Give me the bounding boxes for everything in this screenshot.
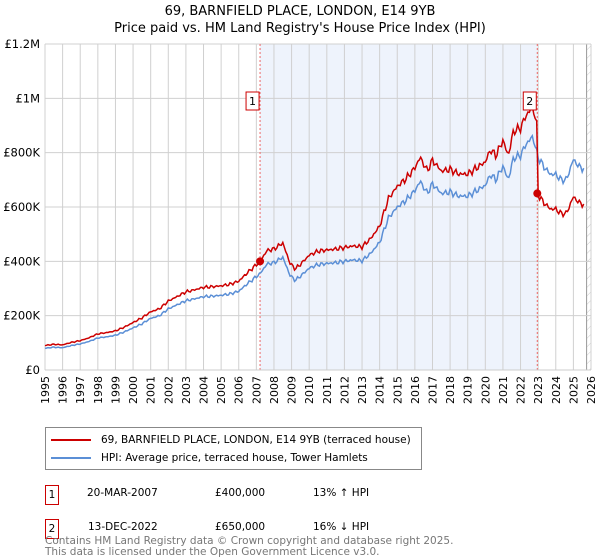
- x-tick-label: 2007: [250, 376, 263, 404]
- x-tick-label: 2024: [550, 376, 563, 404]
- x-tick-label: 2012: [338, 376, 351, 404]
- legend-item-property: 69, BARNFIELD PLACE, LONDON, E14 9YB (te…: [51, 432, 411, 448]
- sale-date: 13-DEC-2022: [88, 521, 158, 533]
- x-tick-label: 2021: [497, 376, 510, 404]
- sale-marker-badge: 2: [45, 519, 59, 539]
- sale-row: 2 13-DEC-2022 £650,000 16% ↓ HPI: [45, 519, 445, 539]
- x-tick-label: 2022: [515, 376, 528, 404]
- y-tick-label: £1M: [15, 91, 40, 105]
- footer-licence: This data is licensed under the Open Gov…: [45, 546, 380, 558]
- y-tick-label: £0: [25, 363, 40, 377]
- sale-label-box: [245, 91, 260, 111]
- x-tick-label: 2001: [145, 376, 158, 404]
- x-tick-label: 2017: [426, 376, 439, 404]
- x-tick-label: 2005: [215, 376, 228, 404]
- y-tick-label: £400K: [3, 254, 40, 268]
- x-tick-label: 1999: [109, 376, 122, 404]
- x-tick-label: 2023: [532, 376, 545, 404]
- x-tick-label: 2002: [162, 376, 175, 404]
- x-tick-label: 2013: [356, 376, 369, 404]
- y-tick-label: £200K: [3, 309, 40, 323]
- sale-label-box: [522, 91, 537, 111]
- x-tick-label: 2010: [303, 376, 316, 404]
- plot-area: 1995 1996 1997 1998 1999 2000 2001 2002 2003 2004…: [3, 37, 598, 404]
- sale-label: 2: [526, 95, 533, 108]
- x-tick-label: 1995: [39, 376, 52, 404]
- legend-swatch-red: [51, 439, 91, 441]
- sale-price: £400,000: [215, 487, 266, 499]
- footer: Contains HM Land Registry data © Crown c…: [45, 536, 453, 558]
- y-tick-label: £800K: [3, 146, 40, 160]
- y-tick-label: £1.2M: [4, 37, 40, 51]
- chart-subtitle: Price paid vs. HM Land Registry's House …: [114, 21, 486, 36]
- x-tick-label: 1997: [74, 376, 87, 404]
- sale-date: 20-MAR-2007: [87, 487, 158, 499]
- sale-hpi-delta: 13% ↑ HPI: [313, 487, 370, 499]
- sale-point: [533, 189, 542, 198]
- x-tick-label: 2025: [567, 376, 580, 404]
- sale-row: 1 20-MAR-2007 £400,000 13% ↑ HPI: [45, 485, 445, 505]
- x-tick-label: 2000: [127, 376, 140, 404]
- sale-marker-badge: 1: [45, 485, 59, 505]
- sale-label: 1: [249, 95, 256, 108]
- x-tick-label: 2008: [268, 376, 281, 404]
- legend-item-hpi: HPI: Average price, terraced house, Towe…: [51, 450, 368, 466]
- x-tick-label: 2006: [233, 376, 246, 404]
- x-tick-label: 2015: [391, 376, 404, 404]
- x-tick-label: 2003: [180, 376, 193, 404]
- x-tick-label: 2020: [479, 376, 492, 404]
- y-tick-label: £600K: [3, 200, 40, 214]
- x-tick-label: 2009: [286, 376, 299, 404]
- x-tick-label: 2014: [374, 376, 387, 404]
- x-tick-label: 2011: [321, 376, 334, 404]
- legend-swatch-blue: [51, 457, 91, 459]
- hpi-line: [44, 133, 585, 350]
- x-tick-label: 2004: [198, 376, 211, 404]
- x-tick-label: 1996: [57, 376, 70, 404]
- footer-copyright: Contains HM Land Registry data © Crown c…: [45, 535, 454, 547]
- price-line: [44, 104, 585, 347]
- legend-label: 69, BARNFIELD PLACE, LONDON, E14 9YB (te…: [101, 434, 411, 446]
- legend-label: HPI: Average price, terraced house, Towe…: [101, 452, 368, 464]
- x-tick-label: 2018: [444, 376, 457, 404]
- sale-hpi-delta: 16% ↓ HPI: [313, 521, 370, 533]
- chart-title: 69, BARNFIELD PLACE, LONDON, E14 9YB: [164, 4, 436, 19]
- sale-point: [256, 257, 265, 266]
- x-tick-label: 2016: [409, 376, 422, 404]
- x-tick-label: 2026: [585, 376, 598, 404]
- sale-price: £650,000: [215, 521, 266, 533]
- x-tick-label: 1998: [92, 376, 105, 404]
- legend: 69, BARNFIELD PLACE, LONDON, E14 9YB (te…: [45, 427, 422, 470]
- x-tick-label: 2019: [462, 376, 475, 404]
